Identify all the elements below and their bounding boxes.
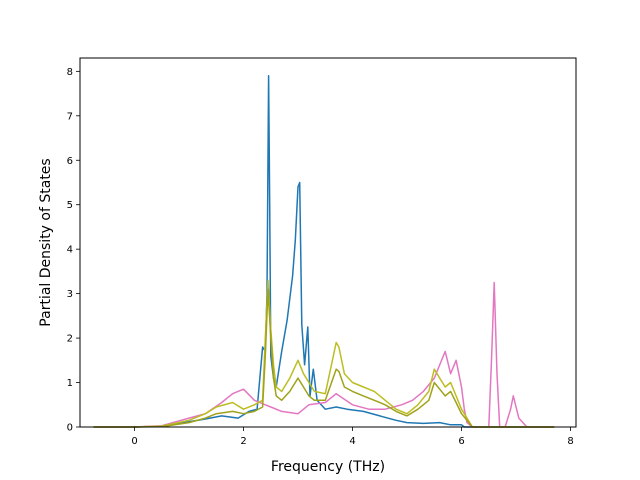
y-tick-label: 5 bbox=[67, 200, 73, 211]
series-line-1 bbox=[93, 75, 555, 428]
axes-frame bbox=[79, 57, 577, 428]
series-line-4 bbox=[93, 288, 555, 428]
series-line-3 bbox=[93, 279, 555, 428]
x-tick-label: 0 bbox=[131, 436, 137, 447]
y-tick-label: 7 bbox=[67, 111, 73, 122]
x-axis-label: Frequency (THz) bbox=[271, 459, 385, 475]
x-tick-label: 8 bbox=[567, 436, 573, 447]
y-tick-label: 4 bbox=[67, 245, 73, 256]
y-ticks: 0 1 2 3 4 5 6 7 8 bbox=[67, 67, 80, 434]
y-tick-label: 8 bbox=[67, 67, 73, 78]
y-tick-label: 2 bbox=[67, 334, 73, 345]
y-tick-label: 3 bbox=[67, 289, 73, 300]
x-tick-label: 4 bbox=[349, 436, 355, 447]
y-tick-label: 0 bbox=[67, 423, 73, 434]
x-tick-label: 2 bbox=[240, 436, 246, 447]
y-axis-label: Partial Density of States bbox=[38, 158, 54, 326]
y-tick-label: 1 bbox=[67, 378, 73, 389]
y-tick-label: 6 bbox=[67, 156, 73, 167]
x-tick-label: 6 bbox=[458, 436, 464, 447]
x-ticks: 0 2 4 6 8 bbox=[131, 427, 574, 447]
